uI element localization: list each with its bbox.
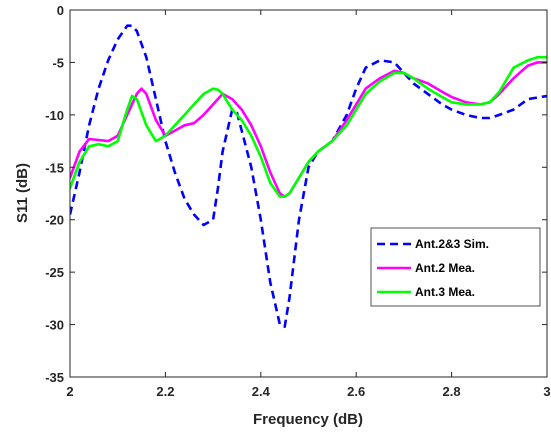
x-tick-label: 3 <box>543 384 550 399</box>
ticks-layer: 2 2.2 2.4 2.6 2.8 3 0 -5 -10 -15 -20 -25 -30 -35 <box>45 3 550 399</box>
series-line-1 <box>70 24 547 329</box>
x-tick-label: 2.4 <box>252 384 271 399</box>
x-axis-label: Frequency (dB) <box>253 411 363 428</box>
x-tick-label: 2.6 <box>347 384 365 399</box>
x-tick-label: 2.2 <box>156 384 174 399</box>
series-line-3 <box>70 55 547 198</box>
y-tick-label: 0 <box>57 3 64 18</box>
plot-area <box>70 10 547 377</box>
legend: Ant.2&3 Sim. Ant.2 Mea. Ant.3 Mea. <box>370 227 541 307</box>
y-tick-label: -10 <box>45 108 64 123</box>
series-layer <box>70 24 547 329</box>
plot-frame <box>69 9 548 378</box>
y-tick-label: -30 <box>45 318 64 333</box>
legend-label-2: Ant.2 Mea. <box>415 261 475 275</box>
legend-label-3: Ant.3 Mea. <box>415 285 475 299</box>
y-tick-label: -25 <box>45 265 64 280</box>
y-tick-label: -20 <box>45 213 64 228</box>
y-tick-label: -5 <box>52 55 64 70</box>
x-tick-label: 2.8 <box>443 384 461 399</box>
y-axis-label: S11 (dB) <box>14 163 31 223</box>
y-tick-label: -15 <box>45 160 64 175</box>
y-tick-label: -35 <box>45 370 64 385</box>
legend-label-1: Ant.2&3 Sim. <box>415 237 489 251</box>
x-tick-label: 2 <box>66 384 73 399</box>
series-line-2 <box>70 61 547 198</box>
